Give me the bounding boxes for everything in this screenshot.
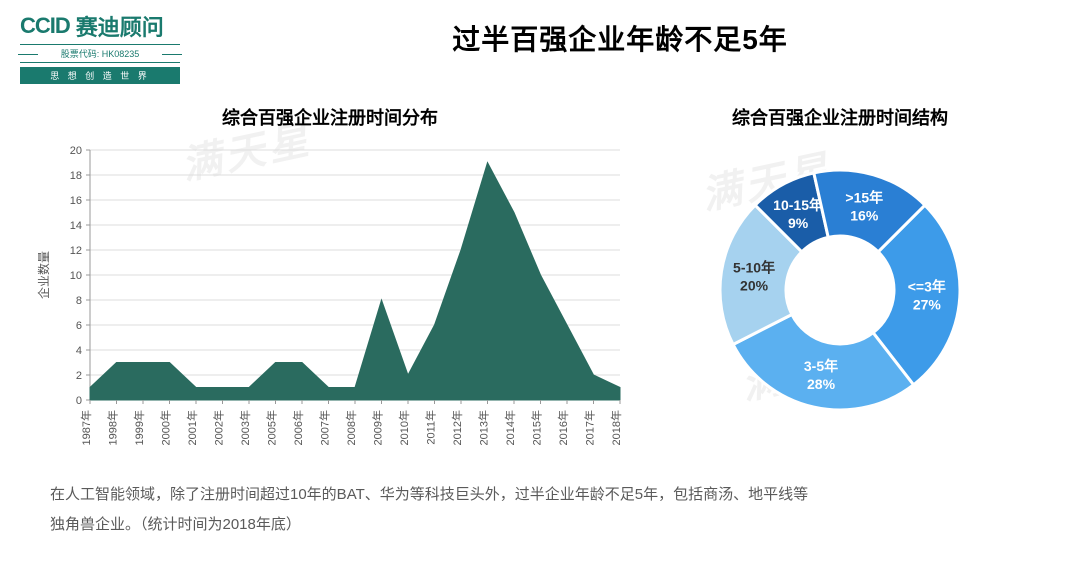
donut-chart-title: 综合百强企业注册时间结构: [650, 104, 1030, 130]
svg-text:2008年: 2008年: [344, 410, 358, 445]
svg-text:2: 2: [76, 370, 82, 382]
logo-brand-en: CCID: [20, 13, 70, 39]
svg-text:1987年: 1987年: [79, 410, 93, 445]
svg-text:2016年: 2016年: [556, 410, 570, 445]
svg-text:16%: 16%: [850, 207, 879, 223]
logo-main: CCID 赛迪顾问: [20, 10, 180, 42]
svg-text:<=3年: <=3年: [908, 278, 946, 294]
svg-text:20: 20: [70, 145, 82, 157]
svg-text:20%: 20%: [740, 277, 769, 293]
svg-text:0: 0: [76, 395, 82, 407]
area-chart-container: 综合百强企业注册时间分布 0 2 4 6 8 10 12 14 16 18 20 企业数量 1987年 1…: [30, 104, 630, 460]
svg-text:企业数量: 企业数量: [36, 251, 51, 299]
logo-tagline: 思 想 创 造 世 界: [20, 67, 180, 84]
svg-text:16: 16: [70, 195, 82, 207]
svg-text:14: 14: [70, 220, 82, 232]
svg-text:2013年: 2013年: [477, 410, 491, 445]
svg-text:>15年: >15年: [845, 189, 883, 205]
donut-chart-svg: <=3年 27% 3-5年 28% 5-10年 20% 10-15年 9% >15年 16%: [680, 140, 1000, 440]
svg-text:6: 6: [76, 320, 82, 332]
svg-text:2018年: 2018年: [609, 410, 623, 445]
svg-text:9%: 9%: [788, 215, 809, 231]
svg-text:4: 4: [76, 345, 82, 357]
svg-text:2002年: 2002年: [212, 410, 226, 445]
svg-text:2000年: 2000年: [159, 410, 173, 445]
logo-block: CCID 赛迪顾问 股票代码: HK08235 思 想 创 造 世 界: [20, 10, 180, 84]
svg-text:2009年: 2009年: [371, 410, 385, 445]
footer-line-1: 在人工智能领域，除了注册时间超过10年的BAT、华为等科技巨头外，过半企业年龄不…: [50, 486, 808, 503]
svg-text:1999年: 1999年: [132, 410, 146, 445]
svg-text:2005年: 2005年: [265, 410, 279, 445]
svg-text:3-5年: 3-5年: [804, 358, 838, 374]
svg-text:1998年: 1998年: [106, 410, 120, 445]
svg-text:28%: 28%: [807, 376, 836, 392]
header: CCID 赛迪顾问 股票代码: HK08235 思 想 创 造 世 界 过半百强…: [0, 0, 1080, 84]
svg-text:12: 12: [70, 245, 82, 257]
svg-text:8: 8: [76, 295, 82, 307]
svg-text:5-10年: 5-10年: [733, 259, 775, 275]
footer-line-2: 独角兽企业。（统计时间为2018年底）: [50, 516, 301, 533]
area-chart-svg: 0 2 4 6 8 10 12 14 16 18 20 企业数量 1987年 1998年 1999年 2000…: [30, 140, 630, 460]
svg-text:2007年: 2007年: [318, 410, 332, 445]
svg-text:2006年: 2006年: [291, 410, 305, 445]
logo-brand-cn: 赛迪顾问: [76, 10, 164, 42]
page-title: 过半百强企业年龄不足5年: [180, 18, 1060, 58]
svg-text:2001年: 2001年: [185, 410, 199, 445]
svg-text:10: 10: [70, 270, 82, 282]
svg-text:2011年: 2011年: [424, 410, 438, 445]
svg-text:2017年: 2017年: [583, 410, 597, 445]
svg-text:2012年: 2012年: [450, 410, 464, 445]
svg-text:18: 18: [70, 170, 82, 182]
donut-chart-container: 综合百强企业注册时间结构 <=3年 27% 3-5年 28% 5-10年 20% 10-15…: [650, 104, 1030, 460]
logo-stock-code: 股票代码: HK08235: [20, 44, 180, 63]
svg-text:10-15年: 10-15年: [773, 197, 823, 213]
svg-text:2003年: 2003年: [238, 410, 252, 445]
svg-text:2010年: 2010年: [397, 410, 411, 445]
svg-text:27%: 27%: [913, 296, 942, 312]
charts-row: 综合百强企业注册时间分布 0 2 4 6 8 10 12 14 16 18 20 企业数量 1987年 1…: [0, 84, 1080, 460]
svg-text:2014年: 2014年: [503, 410, 517, 445]
svg-text:2015年: 2015年: [530, 410, 544, 445]
footer-text: 在人工智能领域，除了注册时间超过10年的BAT、华为等科技巨头外，过半企业年龄不…: [0, 460, 1080, 540]
area-chart-title: 综合百强企业注册时间分布: [30, 104, 630, 130]
